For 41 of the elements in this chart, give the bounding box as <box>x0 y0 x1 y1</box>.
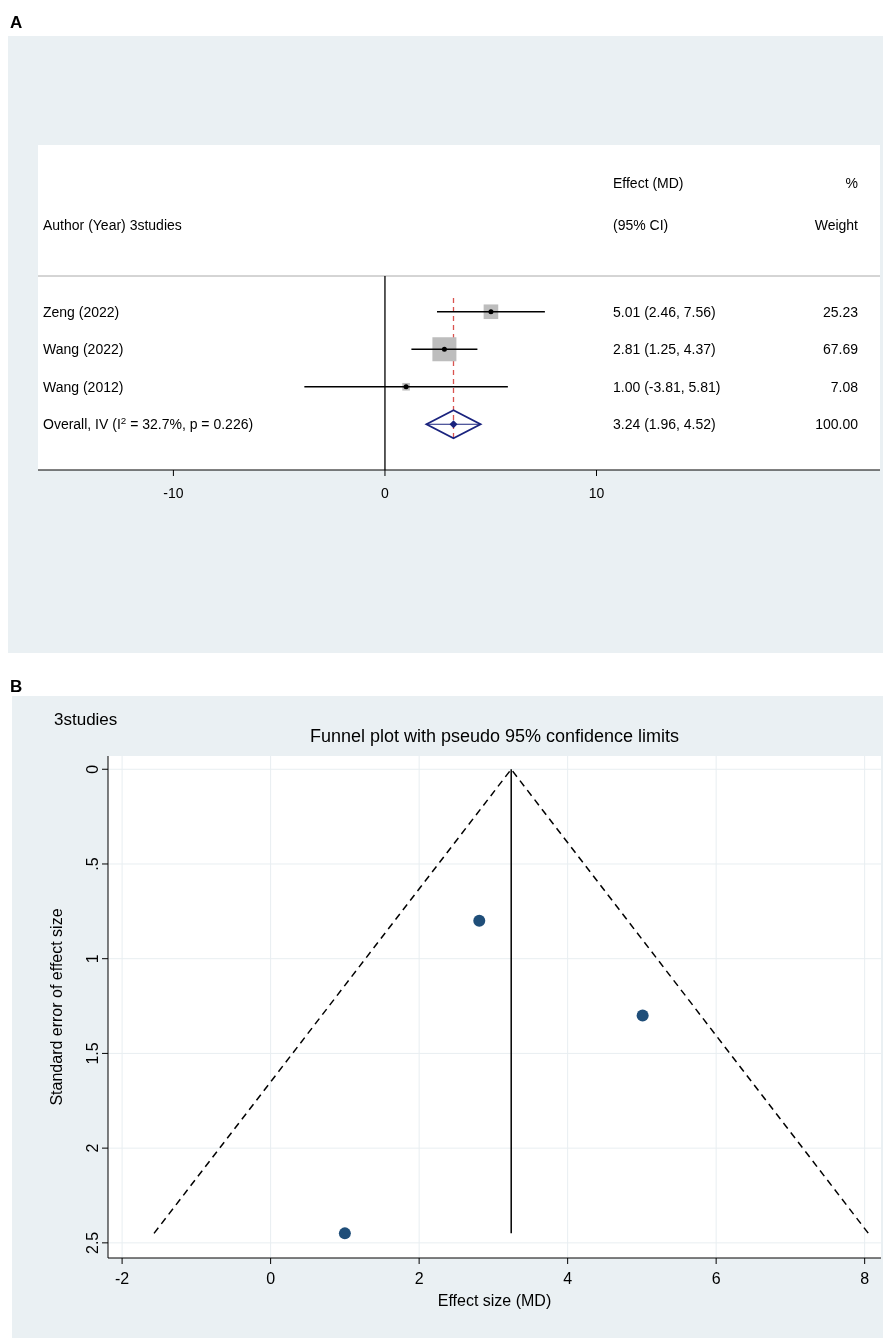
y-tick-label: Wang (2022) <box>43 341 124 358</box>
annotation: 1.00 (-3.81, 5.81) <box>613 378 721 395</box>
x-tick-label: 0 <box>266 1270 276 1287</box>
text: A <box>10 13 23 32</box>
y-tick-label: .5 <box>84 857 101 871</box>
annotation: 67.69 <box>822 341 859 358</box>
y-tick-label: Wang (2012) <box>43 378 124 395</box>
annotation: 25.23 <box>822 303 859 320</box>
y-tick-label: 0 <box>84 764 101 774</box>
text: (95% CI) <box>613 217 669 233</box>
y-axis-title: Standard error of effect size <box>48 908 65 1106</box>
annotation: 7.08 <box>830 378 859 395</box>
x-tick-label: -10 <box>163 485 184 501</box>
point <box>338 1227 351 1240</box>
chart-title: Funnel plot with pseudo 95% confidence limits <box>309 726 680 746</box>
annotation: 5.01 (2.46, 7.56) <box>613 303 716 320</box>
x-tick-label: 2 <box>414 1270 424 1287</box>
x-tick-label: -2 <box>114 1270 130 1287</box>
y-tick-label: 1.5 <box>84 1042 101 1065</box>
x-tick-label: 8 <box>860 1270 870 1287</box>
y-tick-label: 2 <box>84 1143 101 1153</box>
annotation: 2.81 (1.25, 4.37) <box>613 341 716 358</box>
point <box>473 914 486 927</box>
point <box>636 1009 649 1022</box>
y-axis-title: Author (Year) 3studies <box>43 217 182 233</box>
chart-subtitle: 3studies <box>54 710 118 729</box>
x-axis-title: Effect size (MD) <box>437 1292 552 1309</box>
y-tick-label: 1 <box>84 954 101 964</box>
x-tick-label: 0 <box>381 485 390 501</box>
y-tick-label: 2.5 <box>84 1231 101 1254</box>
text: Effect (MD) <box>613 175 684 191</box>
annotation: 3.24 (1.96, 4.52) <box>613 416 716 433</box>
x-tick-label: 4 <box>563 1270 573 1287</box>
y-tick-label: Zeng (2022) <box>43 303 120 320</box>
x-tick-label: 10 <box>588 485 605 501</box>
text: Weight <box>814 217 859 233</box>
text: B <box>10 677 23 696</box>
text: % <box>845 175 858 191</box>
y-tick-label: Overall, IV (I$^{2}$ = 32.7%, p = 0.226) <box>43 414 254 433</box>
annotation: 100.00 <box>815 416 859 433</box>
x-tick-label: 6 <box>711 1270 721 1287</box>
